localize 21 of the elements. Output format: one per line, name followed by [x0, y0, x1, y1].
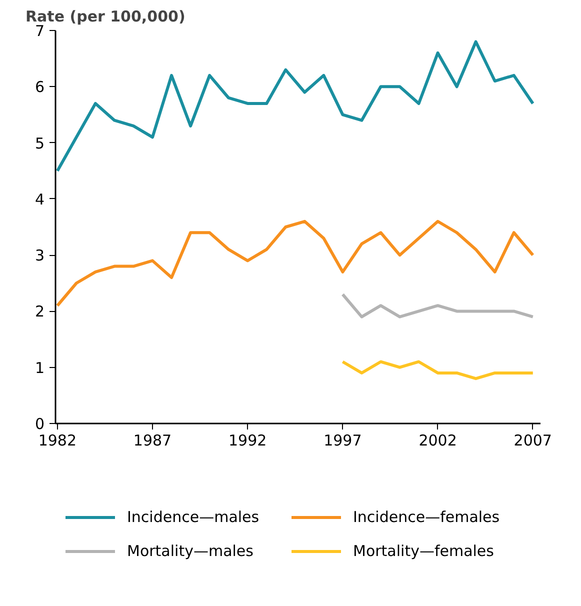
x-tick-label: 1987 [133, 432, 172, 450]
y-tick-label: 3 [34, 246, 45, 265]
y-tick-label: 1 [34, 358, 45, 377]
y-tick-label: 2 [34, 302, 45, 321]
line-series [341, 292, 534, 318]
y-tick-label: 4 [34, 190, 45, 208]
x-tick-label: 2007 [514, 432, 552, 450]
x-tick-label: 1992 [228, 432, 267, 450]
x-tick-label: 1997 [324, 432, 362, 450]
y-tick-label: 0 [34, 415, 45, 433]
legend-label: Incidence—males [127, 508, 260, 526]
y-tick-label: 5 [34, 134, 45, 152]
legend-label: Mortality—females [353, 542, 495, 560]
x-tick-label: 2002 [418, 432, 457, 450]
y-tick-label: 6 [34, 78, 45, 96]
x-tick-label: 1982 [38, 432, 77, 450]
legend-label: Mortality—males [127, 542, 254, 560]
line-series [56, 40, 534, 172]
legend-label: Incidence—females [353, 508, 501, 526]
line-series [341, 360, 534, 380]
line-series [56, 220, 534, 308]
